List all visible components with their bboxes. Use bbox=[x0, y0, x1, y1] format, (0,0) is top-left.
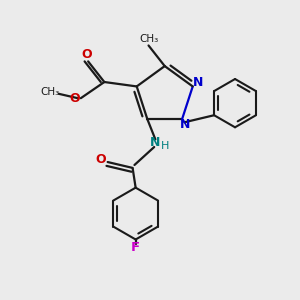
Text: F: F bbox=[131, 241, 140, 254]
Text: N: N bbox=[180, 118, 190, 131]
Text: O: O bbox=[69, 92, 80, 105]
Text: CH₃: CH₃ bbox=[40, 87, 59, 97]
Text: O: O bbox=[81, 48, 92, 62]
Text: H: H bbox=[161, 141, 169, 152]
Text: CH₃: CH₃ bbox=[139, 34, 158, 44]
Text: N: N bbox=[150, 136, 160, 149]
Text: N: N bbox=[193, 76, 203, 89]
Text: O: O bbox=[96, 153, 106, 166]
